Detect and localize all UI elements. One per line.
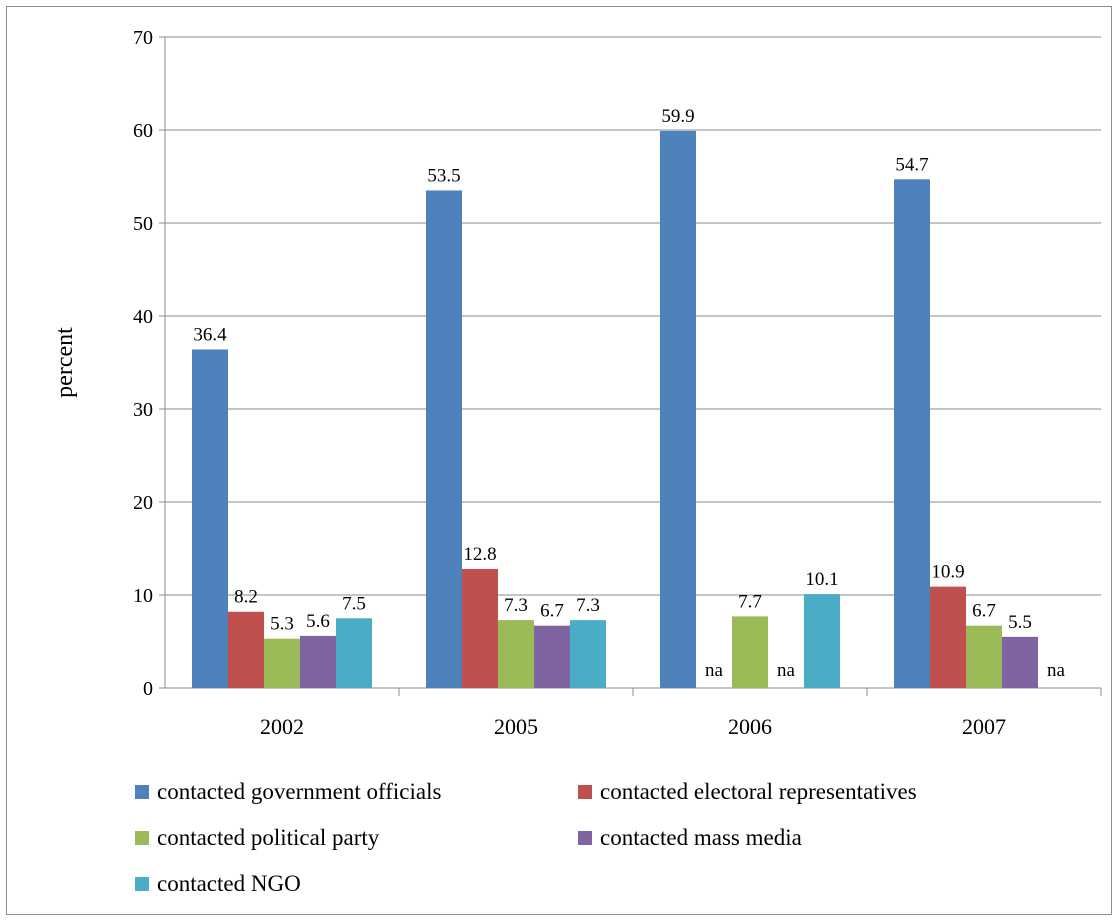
bar xyxy=(894,179,930,689)
x-category-label: 2006 xyxy=(728,714,772,739)
bar xyxy=(804,594,840,688)
legend-label: contacted political party xyxy=(157,825,380,850)
data-label: 36.4 xyxy=(193,324,227,345)
data-label: 7.3 xyxy=(576,595,600,616)
legend-label: contacted electoral representatives xyxy=(600,779,917,804)
legend-swatch xyxy=(578,831,592,845)
bar xyxy=(300,635,336,688)
bar xyxy=(966,625,1002,688)
data-label: 10.1 xyxy=(805,569,838,590)
x-category-label: 2005 xyxy=(494,714,538,739)
bar xyxy=(192,349,228,688)
data-label: 10.9 xyxy=(931,562,964,583)
bar xyxy=(498,620,534,688)
y-tick-label: 40 xyxy=(133,306,153,328)
data-label: 7.3 xyxy=(504,595,528,616)
data-label: 6.7 xyxy=(540,601,564,622)
x-category-label: 2007 xyxy=(962,714,1006,739)
legend-swatch xyxy=(135,877,149,891)
data-label: 53.5 xyxy=(427,165,460,186)
data-label: 6.7 xyxy=(972,601,996,622)
data-label: 12.8 xyxy=(463,544,496,565)
legend-swatch xyxy=(135,831,149,845)
data-label: 7.5 xyxy=(342,593,366,614)
data-label: 7.7 xyxy=(738,591,762,612)
y-tick-label: 60 xyxy=(133,120,153,142)
legend-swatch xyxy=(578,785,592,799)
y-tick-label: 70 xyxy=(133,27,153,49)
bar xyxy=(228,611,264,688)
bar xyxy=(1002,636,1038,688)
bar xyxy=(534,625,570,688)
data-label: 59.9 xyxy=(661,106,694,127)
data-label: 5.3 xyxy=(270,614,294,635)
data-label: na xyxy=(1047,660,1066,681)
y-tick-label: 50 xyxy=(133,213,153,235)
bar xyxy=(426,190,462,688)
legend-swatch xyxy=(135,785,149,799)
bar xyxy=(336,618,372,688)
bar xyxy=(930,586,966,688)
y-tick-label: 10 xyxy=(133,585,153,607)
bar xyxy=(462,568,498,688)
data-label: 5.6 xyxy=(306,611,330,632)
data-label: 5.5 xyxy=(1008,612,1032,633)
x-category-label: 2002 xyxy=(260,714,304,739)
bar xyxy=(570,620,606,688)
bar xyxy=(660,130,696,688)
y-tick-label: 20 xyxy=(133,492,153,514)
legend-label: contacted government officials xyxy=(157,779,441,804)
data-label: na xyxy=(777,660,796,681)
legend-label: contacted NGO xyxy=(157,871,301,896)
y-tick-label: 0 xyxy=(143,678,153,700)
y-axis-label: percent xyxy=(52,327,78,398)
data-label: 54.7 xyxy=(895,154,928,175)
data-label: 8.2 xyxy=(234,587,258,608)
y-tick-label: 30 xyxy=(133,399,153,421)
bar xyxy=(732,616,768,688)
legend-label: contacted mass media xyxy=(600,825,802,850)
bar xyxy=(264,638,300,688)
data-label: na xyxy=(705,660,724,681)
